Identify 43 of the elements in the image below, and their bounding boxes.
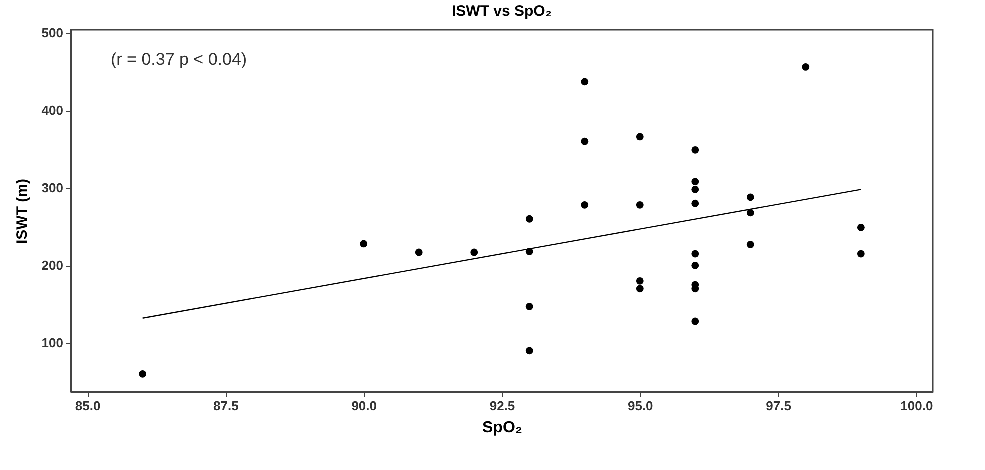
point <box>692 178 700 186</box>
point <box>139 370 147 378</box>
point <box>692 262 700 270</box>
point <box>746 241 754 248</box>
x-tick-label: 85.0 <box>75 398 101 414</box>
point <box>692 200 700 208</box>
chart-title: ISWT vs SpO₂ <box>452 3 552 20</box>
x-tick-label: 92.5 <box>490 398 516 414</box>
point <box>581 201 589 209</box>
point <box>802 64 810 71</box>
x-tick-label: 95.0 <box>628 398 654 414</box>
point <box>636 133 644 141</box>
x-tick-label: 87.5 <box>214 398 239 414</box>
y-tick-label: 400 <box>42 103 64 118</box>
x-tick-label: 90.0 <box>352 398 378 414</box>
annotation: (r = 0.37 p < 0.04) <box>111 50 248 69</box>
point <box>581 78 589 86</box>
point <box>692 318 700 326</box>
point <box>636 201 644 209</box>
point <box>581 138 589 146</box>
y-tick-label: 500 <box>42 26 64 41</box>
point <box>857 224 865 232</box>
x-tick-label: 100.0 <box>900 398 934 414</box>
y-tick-label: 300 <box>42 180 64 196</box>
point <box>692 186 700 194</box>
point <box>636 285 644 293</box>
point <box>692 146 700 154</box>
point <box>636 277 644 285</box>
point <box>857 250 865 258</box>
point <box>415 248 423 256</box>
point <box>360 240 368 248</box>
point <box>526 347 534 355</box>
x-tick-label: 97.5 <box>766 398 792 414</box>
point <box>526 215 534 223</box>
y-axis-title: ISWT (m) <box>14 179 31 244</box>
x-axis-title: SpO₂ <box>482 420 522 436</box>
y-tick-label: 100 <box>42 336 64 351</box>
point <box>692 250 700 258</box>
point <box>526 303 534 310</box>
point <box>746 209 754 217</box>
y-tick-label: 200 <box>42 258 64 274</box>
point <box>746 194 754 202</box>
point <box>470 248 478 256</box>
